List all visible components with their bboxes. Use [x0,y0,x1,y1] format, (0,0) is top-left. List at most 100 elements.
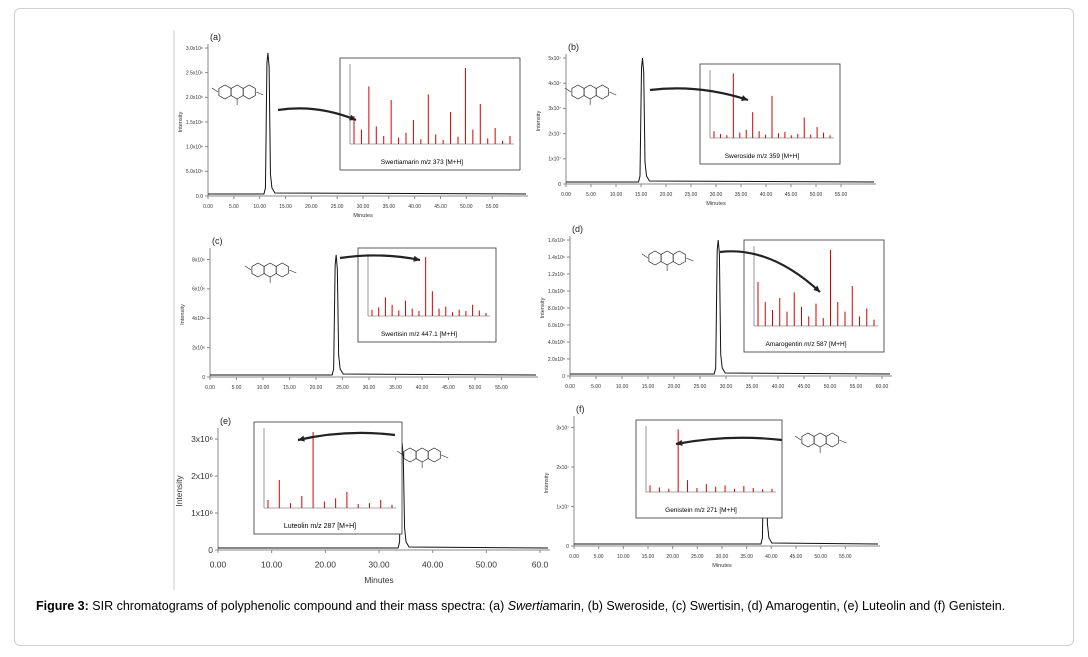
x-axis-label: Minutes [353,213,373,219]
y-tick-label: 2.5x10⁶ [186,70,203,76]
ring [251,262,265,278]
y-axis-label: Intensity [536,110,542,131]
x-tick-label: 50.00 [476,560,498,570]
pointer-arrow [675,436,783,446]
x-tick-label: 45.00 [442,385,455,391]
figure-caption: Figure 3: SIR chromatograms of polypheno… [36,598,1066,614]
x-tick-label: 35.00 [740,554,753,560]
x-tick-label: 10.00 [617,554,630,560]
panel-label: (c) [212,236,223,246]
y-tick-label: 0 [566,544,569,550]
caption-part1: SIR chromatograms of polyphenolic compou… [92,599,508,613]
chromatogram-trace [208,52,527,195]
x-tick-label: 40.00 [408,204,421,210]
x-tick-label: 50.00 [814,554,827,560]
chromatogram-figure: (a)0.00 5.00 10.00 15.00 20.00 25.00 30.00 35.0… [173,30,892,590]
y-tick-label: 1.0x10⁶ [548,289,565,295]
x-tick-label: 45.00 [790,554,803,560]
y-axis-label: Intensity [174,475,184,507]
x-tick-label: 45.00 [434,204,447,210]
arrow-head [813,285,820,292]
x-tick-label: 45.00 [798,384,811,390]
bond [609,91,617,96]
molecule-structure [244,262,297,283]
y-axis-label: Intensity [544,472,550,493]
y-axis-label: Intensity [540,297,546,318]
panel-label: (d) [572,224,583,234]
x-tick-label: 30.00 [368,560,390,570]
mass-spectrum-inset: Sweroside m/z 359 [M+H] [699,63,841,165]
x-tick-label: 5.00 [594,554,604,560]
y-tick-label: 8x10⁶ [192,257,205,263]
inset-label: Swertiamarin m/z 373 [M+H] [381,159,463,166]
panel-label: (f) [576,404,585,414]
bond [244,265,252,271]
bond [794,435,802,441]
x-tick-label: 40.00 [416,385,429,391]
x-tick-label: 0.00 [565,384,575,390]
y-tick-label: 0 [202,375,205,381]
inset-frame [339,57,521,171]
y-axis-label: Intensity [180,304,186,325]
y-tick-label: 3.0x10⁶ [186,46,203,52]
molecule-structure [794,432,847,453]
panel-4: (d) 0.00 5.00 10.00 15.00 20.00 25.00 30.00 35.0… [540,224,892,390]
inset-label: Sweroside m/z 359 [M+H] [725,153,800,160]
mass-spectrum-inset: Swertisin m/z 447.1 [M+H] [357,247,497,343]
ring [275,262,289,278]
pointer-arrow [297,431,396,442]
x-tick-label: 20.00 [315,560,337,570]
bond [839,439,847,444]
y-tick-label: 1.4x10⁶ [548,255,565,261]
bond [289,269,297,274]
x-tick-label: 10.00 [257,385,270,391]
y-tick-label: 2x10⁷ [556,465,569,471]
inset-frame [699,63,841,165]
bond [686,257,694,262]
x-tick-label: 50.00 [469,385,482,391]
inset-frame [635,419,783,519]
arrow-head [298,435,305,442]
y-tick-label: 8.0x10⁵ [548,306,565,312]
bond [441,454,449,459]
ring [825,432,839,448]
x-axis-label: Minutes [706,201,726,207]
y-tick-label: 1.6x10⁶ [548,238,565,244]
bond [396,450,404,456]
ring [403,447,417,463]
x-tick-label: 50.00 [824,384,837,390]
x-tick-label: 20.00 [305,204,318,210]
y-tick-label: 1x10⁶ [191,508,213,518]
x-tick-label: 5.00 [586,192,596,198]
x-tick-label: 15.00 [283,385,296,391]
ring [813,432,827,448]
y-tick-label: 1.0x10⁶ [186,144,203,150]
x-tick-label: 10.00 [616,384,629,390]
y-tick-label: 4.0x10⁵ [548,340,565,346]
y-tick-label: 0 [562,374,565,380]
x-tick-label: 5.00 [591,384,601,390]
y-tick-label: 1x10⁷ [556,504,569,510]
molecule-structure [211,84,264,105]
x-tick-label: 40.00 [765,554,778,560]
y-tick-label: 5.0x10⁵ [186,169,203,175]
inset-frame [357,247,497,343]
panel-6: (f) 0.00 5.00 10.00 15.00 20.00 25.00 30.00 35.0… [544,404,880,569]
y-tick-label: 4x10⁶ [192,316,205,322]
x-tick-label: 40.00 [422,560,444,570]
molecule-structure [396,447,449,468]
pointer-arrow [339,254,421,262]
x-tick-label: 55.00 [835,192,848,198]
ring [230,84,244,100]
ring [242,84,256,100]
y-tick-label: 2x10⁶ [192,345,205,351]
x-tick-label: 55.00 [486,204,499,210]
x-tick-label: 20.00 [310,385,323,391]
ring [263,262,277,278]
x-axis-label: Minutes [712,563,732,569]
x-tick-label: 30.00 [710,192,723,198]
x-tick-label: 5.00 [232,385,242,391]
x-tick-label: 15.00 [279,204,292,210]
x-tick-label: 30.00 [357,204,370,210]
y-tick-label: 0.0 [196,194,203,200]
